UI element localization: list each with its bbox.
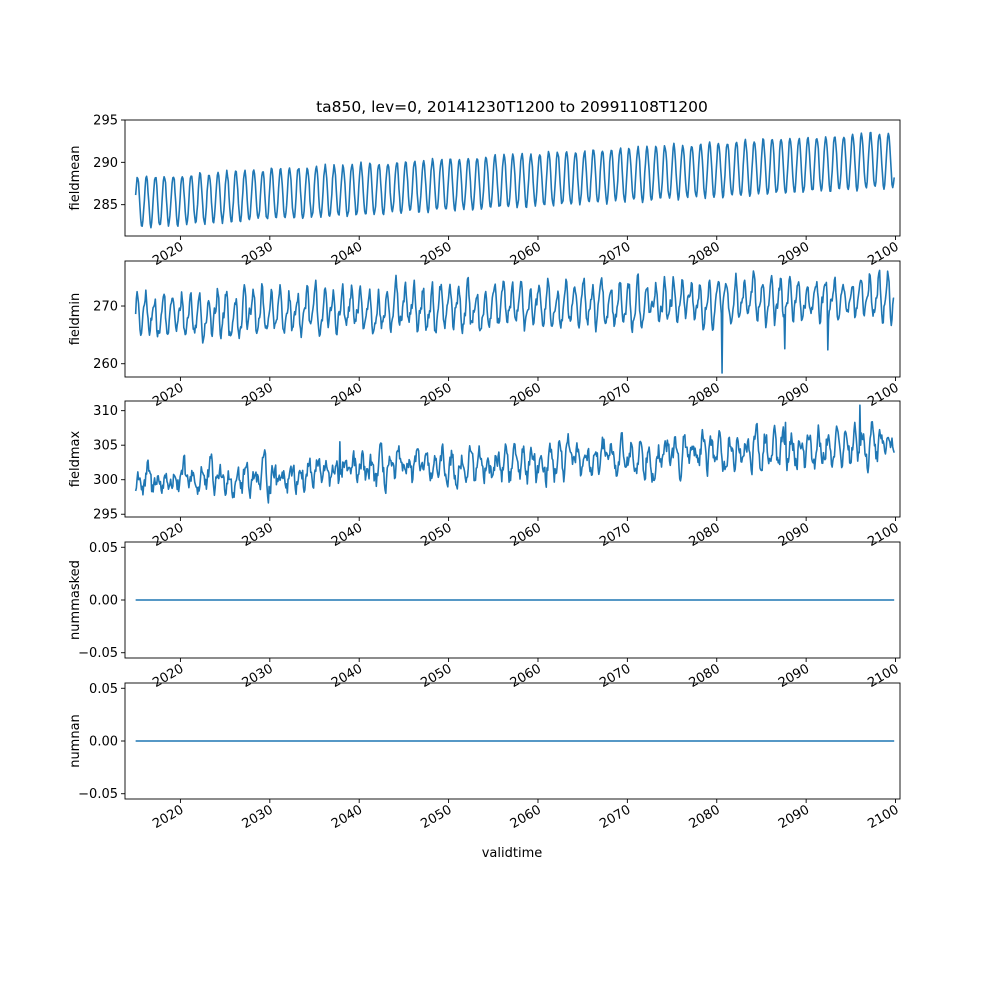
- series-line-fieldmean: [134, 131, 895, 229]
- y-axis-label-fieldmax: fieldmax: [68, 431, 83, 488]
- y-tick-label-nummasked: −0.05: [78, 646, 118, 661]
- y-tick-label-nummasked: 0.05: [89, 541, 118, 556]
- x-axis-label: validtime: [482, 846, 543, 861]
- y-tick-label-fieldmean: 295: [93, 114, 118, 129]
- y-tick-label-numnan: −0.05: [78, 787, 118, 802]
- y-axis-label-numnan: numnan: [68, 714, 83, 768]
- y-tick-label-fieldmean: 290: [93, 156, 118, 171]
- y-tick-label-nummasked: 0.00: [89, 594, 118, 609]
- axes-frame-fieldmax: [124, 400, 901, 518]
- series-line-fieldmin: [134, 269, 895, 374]
- y-tick-label-fieldmin: 270: [93, 300, 118, 315]
- chart-title: ta850, lev=0, 20141230T1200 to 20991108T…: [316, 98, 708, 116]
- y-tick-label-fieldmin: 260: [93, 357, 118, 372]
- y-axis-label-nummasked: nummasked: [68, 560, 83, 640]
- y-tick-label-numnan: 0.00: [89, 735, 118, 750]
- y-tick-label-fieldmax: 300: [93, 473, 118, 488]
- y-axis-label-fieldmin: fieldmin: [68, 293, 83, 346]
- y-tick-label-fieldmax: 295: [93, 508, 118, 523]
- y-tick-label-fieldmax: 310: [93, 404, 118, 419]
- series-line-fieldmax: [134, 404, 895, 504]
- y-axis-label-fieldmean: fieldmean: [68, 146, 83, 211]
- axes-frame-fieldmin: [124, 260, 901, 378]
- y-tick-label-fieldmax: 305: [93, 439, 118, 454]
- y-tick-label-fieldmean: 285: [93, 198, 118, 213]
- axes-frame-fieldmean: [124, 119, 901, 237]
- y-tick-label-numnan: 0.05: [89, 682, 118, 697]
